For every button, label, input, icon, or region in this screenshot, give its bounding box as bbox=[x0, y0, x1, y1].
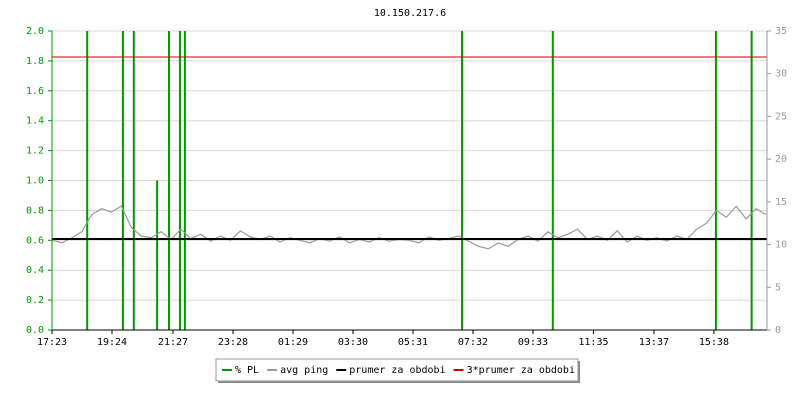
y2-tick-label: 0 bbox=[775, 325, 781, 336]
x-tick-label: 13:37 bbox=[639, 337, 669, 348]
x-tick-label: 15:38 bbox=[699, 337, 729, 348]
chart-title: 10.150.217.6 bbox=[374, 8, 446, 19]
y-tick-label: 0.2 bbox=[26, 295, 44, 306]
x-tick-label: 05:31 bbox=[398, 337, 428, 348]
y2-tick-label: 35 bbox=[775, 26, 787, 37]
y-tick-label: 1.8 bbox=[26, 56, 44, 67]
x-tick-label: 03:30 bbox=[338, 337, 368, 348]
x-tick-label: 01:29 bbox=[278, 337, 308, 348]
legend-label: prumer za obdobi bbox=[349, 365, 445, 376]
y-tick-label: 0.0 bbox=[26, 325, 44, 336]
y2-tick-label: 5 bbox=[775, 282, 781, 293]
x-tick-label: 09:33 bbox=[518, 337, 548, 348]
y2-tick-label: 15 bbox=[775, 197, 787, 208]
y-tick-label: 1.4 bbox=[26, 116, 44, 127]
y2-tick-label: 20 bbox=[775, 154, 787, 165]
x-tick-label: 21:27 bbox=[158, 337, 188, 348]
y2-tick-label: 25 bbox=[775, 111, 787, 122]
legend-label: 3*prumer za obdobi bbox=[467, 365, 575, 376]
x-tick-label: 17:23 bbox=[37, 337, 67, 348]
legend-label: % PL bbox=[235, 365, 259, 376]
y-tick-label: 0.8 bbox=[26, 205, 44, 216]
y-tick-label: 1.6 bbox=[26, 86, 44, 97]
y-tick-label: 1.2 bbox=[26, 146, 44, 157]
y-tick-label: 2.0 bbox=[26, 26, 44, 37]
x-tick-label: 23:28 bbox=[218, 337, 248, 348]
x-tick-label: 11:35 bbox=[578, 337, 608, 348]
legend-label: avg ping bbox=[280, 365, 328, 376]
y2-tick-label: 10 bbox=[775, 240, 787, 251]
legend bbox=[215, 358, 579, 382]
x-tick-label: 19:24 bbox=[97, 337, 127, 348]
x-tick-label: 07:32 bbox=[458, 337, 488, 348]
y2-tick-label: 30 bbox=[775, 69, 787, 80]
y-tick-label: 0.6 bbox=[26, 235, 44, 246]
y-tick-label: 0.4 bbox=[26, 265, 44, 276]
y-tick-label: 1.0 bbox=[26, 176, 44, 187]
